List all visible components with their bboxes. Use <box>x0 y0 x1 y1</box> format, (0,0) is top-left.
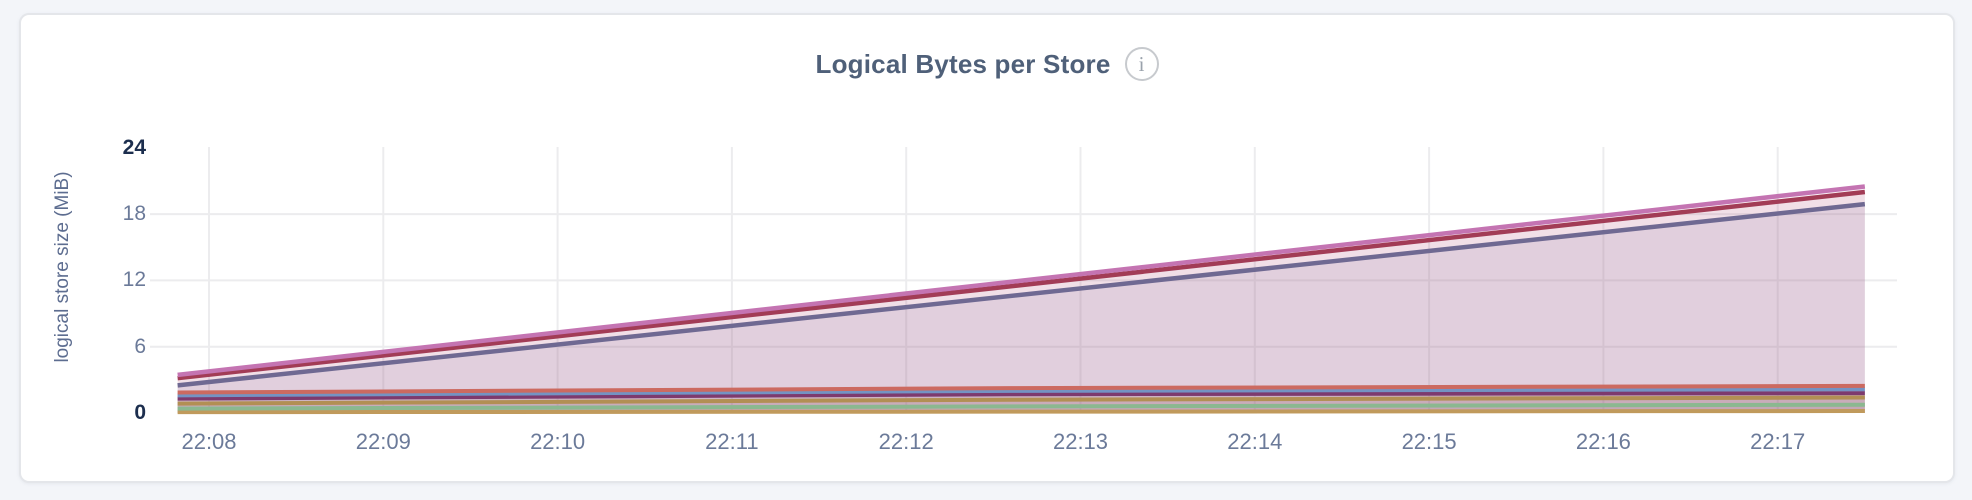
info-icon-glyph: i <box>1138 51 1145 76</box>
y-tick-6: 6 <box>134 334 146 358</box>
x-tick-22:10: 22:10 <box>530 429 586 454</box>
series-fill-1 <box>177 186 1865 413</box>
x-tick-22:12: 22:12 <box>878 429 934 454</box>
series-line-1 <box>177 184 1866 378</box>
series-line-2 <box>177 189 1866 381</box>
x-tick-22:15: 22:15 <box>1401 429 1457 454</box>
x-tick-22:17: 22:17 <box>1750 429 1806 454</box>
info-icon[interactable]: i <box>1124 47 1159 81</box>
series-fill-3 <box>177 204 1865 413</box>
series-line-7 <box>177 395 1865 406</box>
chart-title: Logical Bytes per Store <box>815 48 1111 79</box>
x-tick-22:13: 22:13 <box>1052 429 1109 454</box>
series-line-6 <box>177 391 1865 401</box>
x-tick-22:09: 22:09 <box>355 429 411 454</box>
x-tick-22:16: 22:16 <box>1575 429 1631 454</box>
chart-header: Logical Bytes per Store i <box>21 47 1953 81</box>
y-tick-18: 18 <box>122 202 146 226</box>
series-line-4 <box>177 383 1865 395</box>
x-tick-22:08: 22:08 <box>181 429 237 454</box>
chart-card: Logical Bytes per Store i logical store … <box>19 13 1955 483</box>
series-line-9 <box>177 409 1865 415</box>
series-line-8 <box>177 402 1865 411</box>
y-tick-12: 12 <box>122 268 146 292</box>
chart-plot-area[interactable] <box>21 15 1957 485</box>
series-line-5 <box>177 387 1865 398</box>
x-tick-22:11: 22:11 <box>705 429 759 454</box>
y-tick-0: 0 <box>134 401 146 424</box>
x-tick-22:14: 22:14 <box>1227 429 1283 454</box>
series-line-3 <box>177 201 1866 388</box>
y-tick-24: 24 <box>122 135 146 159</box>
